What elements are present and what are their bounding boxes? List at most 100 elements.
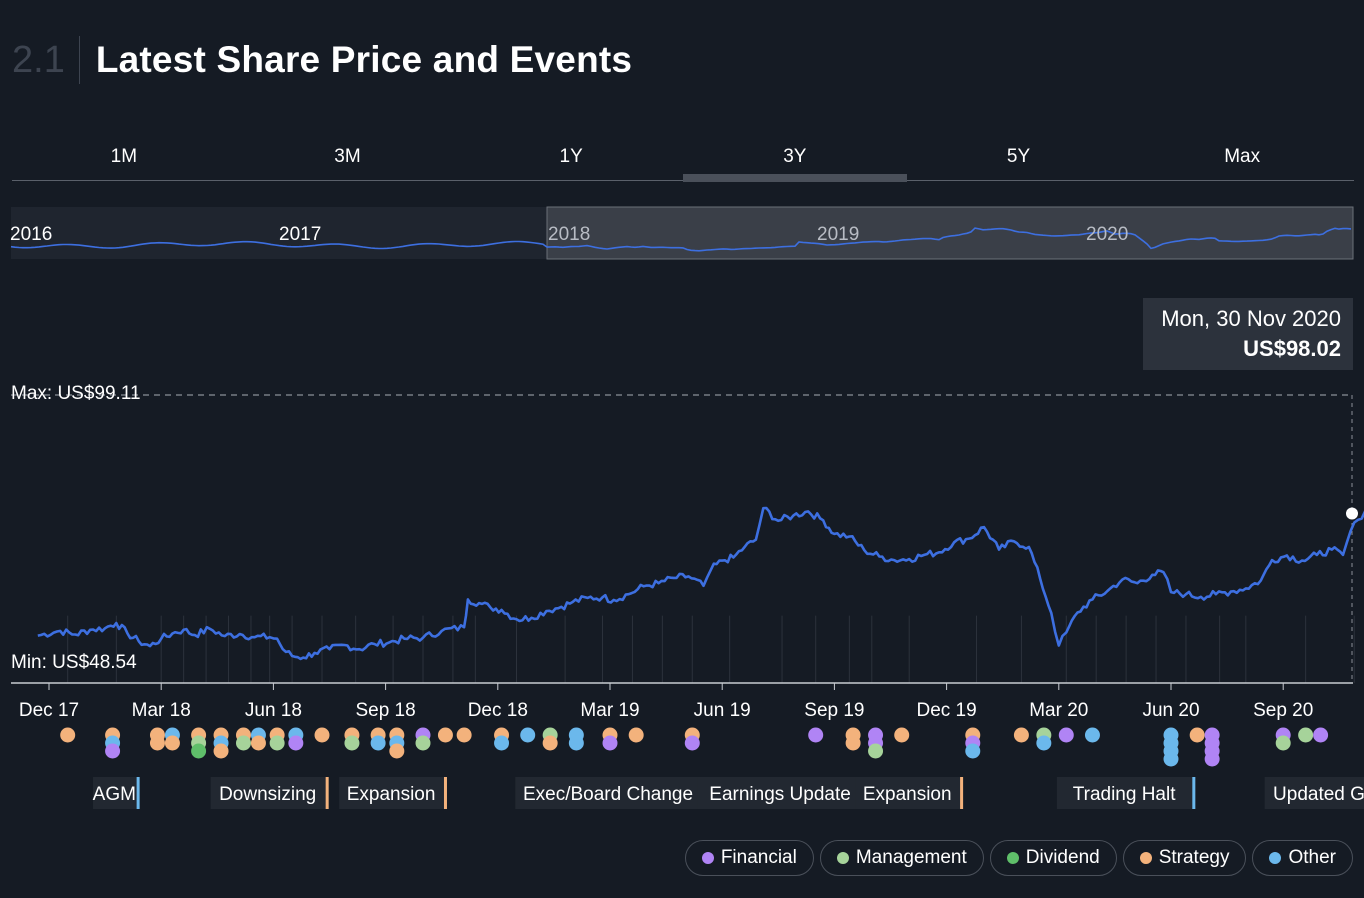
x-tick-label: Dec 18 [468, 700, 528, 721]
legend-label: Dividend [1025, 847, 1100, 868]
x-tick-label: Dec 19 [916, 700, 976, 721]
event-dot [191, 743, 207, 759]
event-dot [1036, 735, 1052, 751]
navigator-background [11, 207, 547, 259]
event-dot [250, 735, 266, 751]
event-dot [344, 735, 360, 751]
event-label: Downsizing [219, 784, 316, 805]
navigator-line [10, 227, 1352, 252]
legend-strategy[interactable]: Strategy [1122, 840, 1247, 876]
event-dot [288, 735, 304, 751]
financial-dot-icon [701, 852, 714, 864]
event-label: Expansion [347, 784, 436, 805]
event-dot [1275, 735, 1291, 751]
x-tick-label: Jun 18 [245, 700, 302, 721]
section-header: 2.1 Latest Share Price and Events [12, 34, 632, 86]
legend-label: Strategy [1158, 847, 1230, 868]
event-label: AGM [93, 784, 136, 805]
event-label-box [855, 777, 964, 809]
event-dot [149, 735, 165, 751]
legend-other[interactable]: Other [1252, 840, 1353, 876]
event-label: Expansion [863, 784, 952, 805]
section-number: 2.1 [12, 36, 80, 84]
event-dot [520, 727, 536, 743]
tab-5y[interactable]: 5Y [1006, 146, 1031, 167]
event-label-box [1264, 777, 1364, 809]
event-dot [868, 743, 884, 759]
legend-label: Management [855, 847, 967, 868]
event-dot [568, 735, 584, 751]
event-label: Exec/Board Change [523, 784, 693, 805]
tab-1m[interactable]: 1M [110, 146, 138, 167]
event-dot [415, 735, 431, 751]
event-label-box [697, 777, 867, 809]
event-dot [60, 727, 76, 743]
event-dot [845, 735, 861, 751]
event-dot [1013, 727, 1029, 743]
tab-3m[interactable]: 3M [334, 146, 361, 167]
navigator-year-label: 2019 [817, 224, 859, 245]
tab-1y[interactable]: 1Y [559, 146, 583, 167]
event-dot [1189, 727, 1205, 743]
event-dot [542, 735, 558, 751]
event-dot [1084, 727, 1100, 743]
event-label-box [210, 777, 329, 809]
event-dot [269, 735, 285, 751]
current-price-dot [1346, 507, 1358, 520]
legend-financial[interactable]: Financial [684, 840, 814, 876]
tab-max[interactable]: Max [1224, 146, 1261, 167]
x-tick-label: Mar 20 [1029, 700, 1088, 721]
event-label: Trading Halt [1073, 784, 1177, 805]
navigator-year-label: 2016 [10, 224, 52, 245]
event-dot [808, 727, 824, 743]
event-dot [389, 743, 405, 759]
event-dot [105, 743, 121, 759]
other-dot-icon [1269, 852, 1282, 864]
event-dot [314, 727, 330, 743]
navigator-year-label: 2020 [1086, 224, 1128, 245]
legend-label: Financial [720, 847, 797, 868]
event-label-box [1056, 777, 1196, 809]
event-dot [1313, 727, 1329, 743]
event-label-box [515, 777, 705, 809]
navigator-year-label: 2018 [548, 224, 590, 245]
event-label-bar [136, 777, 140, 809]
page-title: Latest Share Price and Events [95, 39, 633, 80]
price-tooltip: Mon, 30 Nov 2020 US$98.02 [1143, 298, 1353, 370]
strategy-dot-icon [1139, 852, 1152, 864]
tooltip-date: Mon, 30 Nov 2020 [1161, 306, 1341, 331]
event-dot [494, 735, 510, 751]
event-dot [602, 735, 618, 751]
tab-3y[interactable]: 3Y [683, 138, 907, 182]
x-tick-label: Sep 20 [1253, 700, 1313, 721]
event-label-box [339, 777, 447, 809]
legend-label: Other [1288, 847, 1336, 868]
event-legend: Financial Management Dividend Strategy O… [684, 840, 1353, 876]
navigator-selection [546, 206, 1354, 260]
min-price-label: Min: US$48.54 [11, 652, 137, 673]
tooltip-price: US$98.02 [1243, 336, 1341, 361]
x-tick-label: Sep 18 [355, 700, 415, 721]
x-tick-label: Jun 19 [694, 700, 751, 721]
event-dot [1163, 751, 1179, 767]
x-tick-label: Sep 19 [804, 700, 864, 721]
event-label-bar [960, 777, 964, 809]
event-dot [1058, 727, 1074, 743]
x-tick-label: Mar 18 [132, 700, 191, 721]
x-tick-label: Mar 19 [580, 700, 639, 721]
navigator-year-label: 2017 [279, 224, 321, 245]
event-label: Updated Guidance [1273, 784, 1364, 805]
event-dot [456, 727, 472, 743]
legend-dividend[interactable]: Dividend [989, 840, 1117, 876]
event-dot [235, 735, 251, 751]
event-dot [437, 727, 453, 743]
event-label-bar [325, 777, 329, 809]
event-dot [965, 743, 981, 759]
dividend-dot-icon [1006, 852, 1019, 864]
x-tick-label: Dec 17 [19, 700, 79, 721]
legend-management[interactable]: Management [819, 840, 984, 876]
event-label-box [93, 777, 140, 809]
event-dot [213, 743, 229, 759]
event-dot [628, 727, 644, 743]
